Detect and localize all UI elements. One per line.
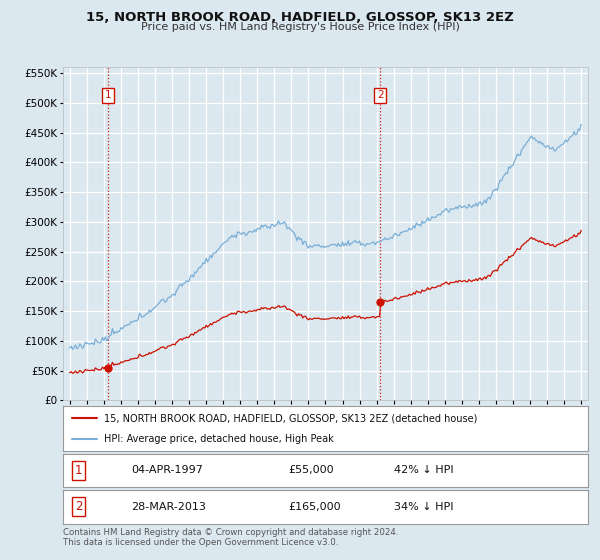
Text: Price paid vs. HM Land Registry's House Price Index (HPI): Price paid vs. HM Land Registry's House … (140, 22, 460, 32)
Text: Contains HM Land Registry data © Crown copyright and database right 2024.
This d: Contains HM Land Registry data © Crown c… (63, 528, 398, 548)
Text: 2: 2 (377, 90, 383, 100)
Text: 1: 1 (75, 464, 83, 477)
Text: HPI: Average price, detached house, High Peak: HPI: Average price, detached house, High… (104, 433, 334, 444)
Text: 15, NORTH BROOK ROAD, HADFIELD, GLOSSOP, SK13 2EZ (detached house): 15, NORTH BROOK ROAD, HADFIELD, GLOSSOP,… (104, 413, 478, 423)
Text: 04-APR-1997: 04-APR-1997 (131, 465, 203, 475)
Text: 28-MAR-2013: 28-MAR-2013 (131, 502, 206, 512)
Text: 34% ↓ HPI: 34% ↓ HPI (394, 502, 453, 512)
Text: £55,000: £55,000 (289, 465, 334, 475)
Text: 42% ↓ HPI: 42% ↓ HPI (394, 465, 454, 475)
Text: 1: 1 (105, 90, 112, 100)
Text: £165,000: £165,000 (289, 502, 341, 512)
Text: 15, NORTH BROOK ROAD, HADFIELD, GLOSSOP, SK13 2EZ: 15, NORTH BROOK ROAD, HADFIELD, GLOSSOP,… (86, 11, 514, 24)
Text: 2: 2 (75, 500, 83, 514)
